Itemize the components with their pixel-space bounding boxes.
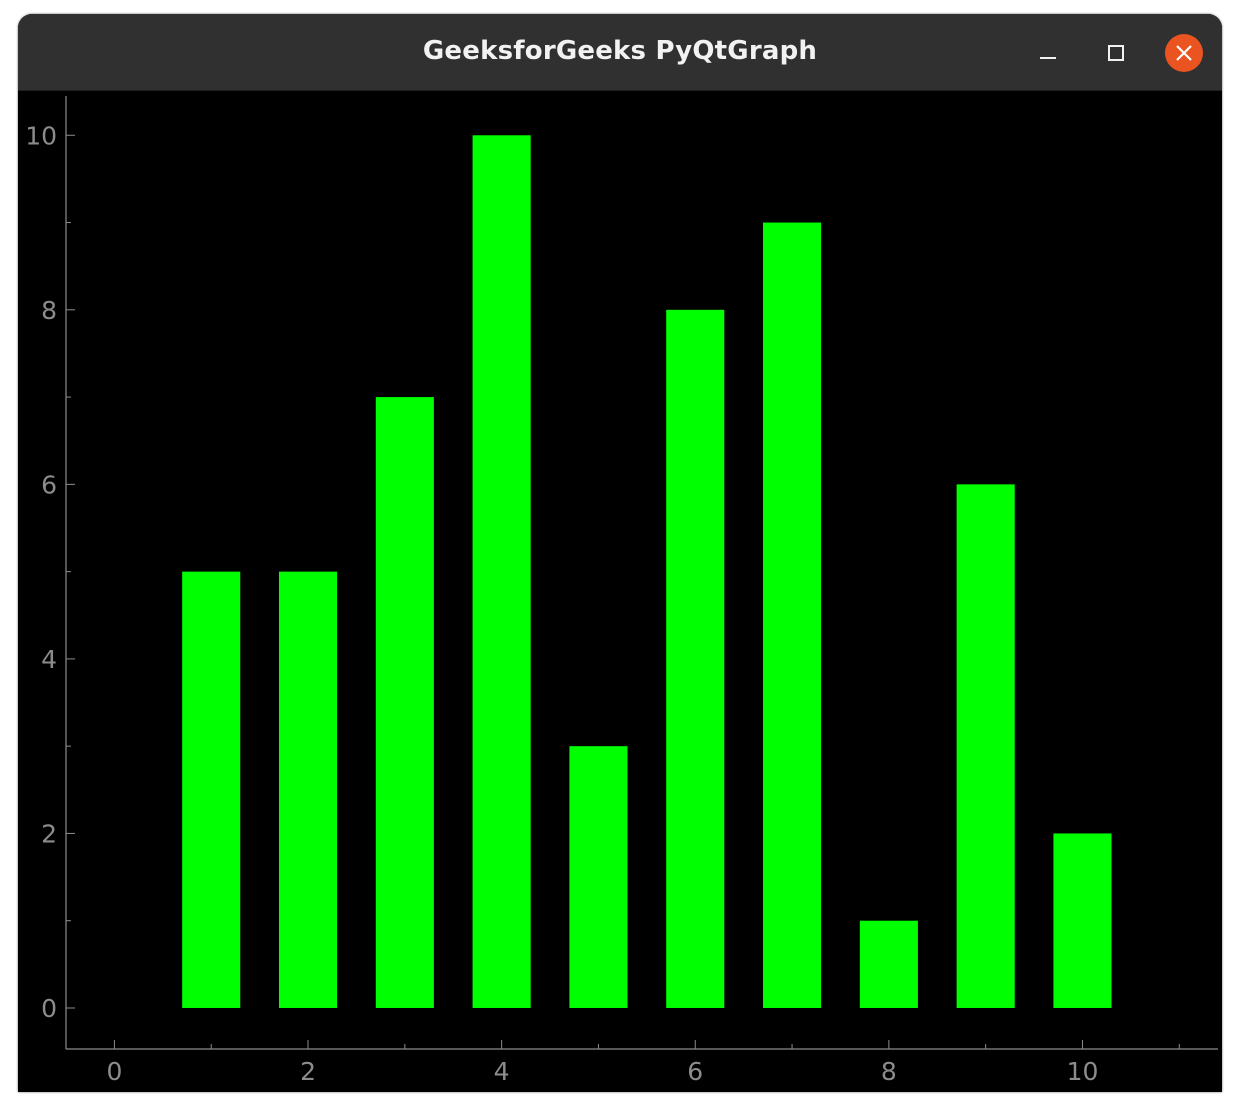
bar-6: [666, 309, 725, 1008]
plot-area[interactable]: 0 2 4 6 8 10 0 2 4 6 8 10: [18, 91, 1222, 1092]
x-tick-label-2: 2: [300, 1057, 316, 1086]
bar-5: [569, 746, 628, 1008]
minimize-icon: [1040, 57, 1056, 59]
x-axis: 0 2 4 6 8 10: [66, 1040, 1218, 1086]
close-icon: [1176, 45, 1192, 61]
title-bar[interactable]: GeeksforGeeks PyQtGraph: [18, 14, 1222, 91]
bar-9: [956, 484, 1015, 1008]
bar-7: [763, 222, 822, 1008]
app-window: GeeksforGeeks PyQtGraph 0 2 4 6 8 10 0 2 4 6 8 10: [18, 14, 1222, 1092]
x-tick-label-6: 6: [687, 1057, 703, 1086]
x-tick-label-0: 0: [106, 1057, 122, 1086]
maximize-icon: [1108, 45, 1124, 61]
maximize-button[interactable]: [1097, 34, 1135, 72]
y-tick-label-6: 6: [41, 470, 57, 499]
y-tick-label-4: 4: [41, 645, 57, 674]
y-tick-label-0: 0: [41, 994, 57, 1023]
bar-chart[interactable]: 0 2 4 6 8 10 0 2 4 6 8 10: [18, 91, 1222, 1092]
bar-series: [182, 135, 1112, 1008]
x-tick-label-10: 10: [1067, 1057, 1099, 1086]
bar-3: [375, 397, 434, 1008]
window-title: GeeksforGeeks PyQtGraph: [422, 36, 818, 66]
x-tick-label-8: 8: [881, 1057, 897, 1086]
minimize-button[interactable]: [1029, 34, 1067, 72]
bar-1: [182, 571, 241, 1008]
x-tick-label-4: 4: [494, 1057, 510, 1086]
close-button[interactable]: [1165, 34, 1203, 72]
bar-2: [278, 571, 338, 1008]
y-tick-label-2: 2: [41, 819, 57, 848]
bar-4: [472, 135, 531, 1008]
y-tick-label-10: 10: [25, 121, 57, 150]
bar-8: [859, 920, 918, 1008]
y-axis: 0 2 4 6 8 10: [25, 96, 75, 1049]
y-tick-label-8: 8: [41, 296, 57, 325]
bar-10: [1053, 833, 1112, 1008]
